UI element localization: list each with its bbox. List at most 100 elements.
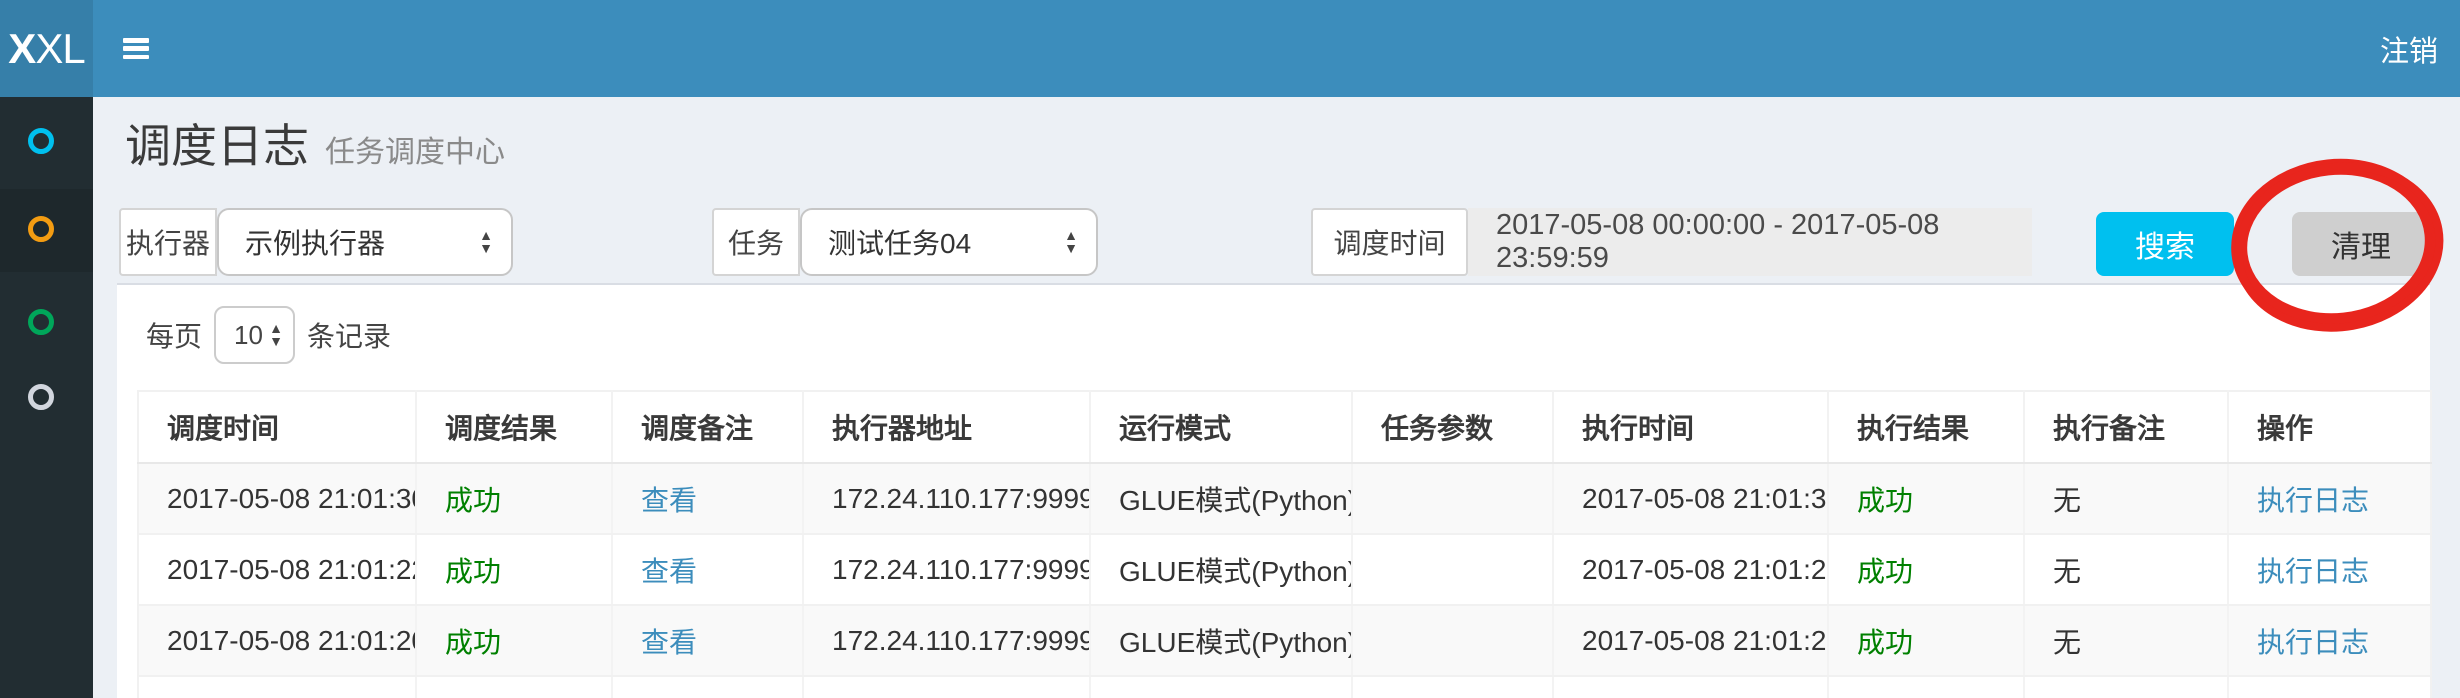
cell-handle_msg [2024, 676, 2229, 698]
app-logo[interactable]: X XL [0, 0, 93, 97]
job-filter-label: 任务 [712, 208, 800, 276]
job-select-value: 测试任务04 [828, 228, 972, 259]
cell-handle_msg: 无 [2024, 605, 2229, 677]
sidebar-menu-item-2[interactable] [0, 189, 93, 272]
execute-log-link[interactable]: 执行日志 [2257, 555, 2370, 587]
page-size-prefix: 每页 [146, 321, 203, 352]
cell-action: 执行日志 [2228, 463, 2431, 535]
executor-filter-label: 执行器 [119, 208, 217, 276]
circle-outline-icon [28, 216, 54, 242]
cell-trigger_msg: 查看 [612, 534, 804, 606]
cell-executor_address: 172.24.110.177:9999 [803, 605, 1091, 677]
page-title: 调度日志 [125, 120, 309, 172]
cell-handle_time: 2017-05-08 21:01:21 [1553, 605, 1829, 677]
cell-handle_result: 成功 [1828, 463, 2025, 535]
page-size-suffix: 条记录 [307, 321, 392, 352]
cell-trigger_time [138, 676, 417, 698]
cell-handle_result [1828, 676, 2025, 698]
cell-handle_result: 成功 [1828, 605, 2025, 677]
execute-log-link[interactable]: 执行日志 [2257, 484, 2370, 516]
column-header-0: 调度时间 [138, 391, 417, 464]
cell-trigger_msg: 查看 [612, 605, 804, 677]
executor-select-value: 示例执行器 [245, 228, 386, 259]
cell-trigger_time: 2017-05-08 21:01:20 [138, 605, 417, 677]
cell-action [2228, 676, 2431, 698]
circle-outline-icon [28, 309, 54, 335]
table-row [138, 676, 2431, 698]
table-row: 2017-05-08 21:01:30 成功 查看 172.24.110.177:99… [138, 463, 2431, 535]
circle-outline-icon [28, 384, 54, 410]
circle-outline-icon [28, 128, 54, 154]
cell-handle_time: 2017-05-08 21:01:22 [1553, 534, 1829, 606]
cell-executor_address [803, 676, 1091, 698]
cell-trigger_result: 成功 [416, 534, 613, 606]
cell-job_param [1352, 605, 1554, 677]
view-link[interactable]: 查看 [641, 484, 698, 516]
page-size-value: 10 [234, 319, 263, 350]
cell-handle_time: 2017-05-08 21:01:30 [1553, 463, 1829, 535]
column-header-8: 执行备注 [2024, 391, 2229, 464]
cell-trigger_time: 2017-05-08 21:01:30 [138, 463, 417, 535]
cell-executor_address: 172.24.110.177:9999 [803, 534, 1091, 606]
cell-trigger_result [416, 676, 613, 698]
page-size-control: 每页 10 条记录 [146, 305, 391, 365]
select-spinner-icon [1064, 229, 1078, 255]
trigger-time-range-input[interactable]: 2017-05-08 00:00:00 - 2017-05-08 23:59:5… [1468, 208, 2032, 276]
column-header-2: 调度备注 [612, 391, 804, 464]
cell-handle_msg: 无 [2024, 534, 2229, 606]
search-button[interactable]: 搜索 [2096, 212, 2234, 276]
sidebar-toggle-button[interactable] [123, 38, 149, 59]
cell-trigger_msg: 查看 [612, 463, 804, 535]
column-header-7: 执行结果 [1828, 391, 2025, 464]
page-header: 调度日志 任务调度中心 [125, 110, 505, 176]
column-header-9: 操作 [2228, 391, 2431, 464]
table-row: 2017-05-08 21:01:20 成功 查看 172.24.110.177:99… [138, 605, 2431, 677]
column-header-6: 执行时间 [1553, 391, 1829, 464]
cell-action: 执行日志 [2228, 534, 2431, 606]
cell-executor_address: 172.24.110.177:9999 [803, 463, 1091, 535]
cell-job_param [1352, 463, 1554, 535]
cell-handle_msg: 无 [2024, 463, 2229, 535]
page-subtitle: 任务调度中心 [325, 136, 505, 169]
cell-glue_type: GLUE模式(Python) [1090, 463, 1353, 535]
select-spinner-icon [479, 229, 493, 255]
page-size-select[interactable]: 10 [214, 306, 296, 364]
cell-trigger_time: 2017-05-08 21:01:22 [138, 534, 417, 606]
cell-trigger_result: 成功 [416, 463, 613, 535]
clear-button[interactable]: 清理 [2292, 212, 2430, 276]
cell-trigger_result: 成功 [416, 605, 613, 677]
top-navbar: X XL 注销 [0, 0, 2460, 97]
table-header-row: 调度时间 调度结果 调度备注 执行器地址 运行模式 任务参数 执行时间 执行结果 执行备注 操作 [138, 391, 2431, 464]
column-header-1: 调度结果 [416, 391, 613, 464]
cell-glue_type [1090, 676, 1353, 698]
cell-trigger_msg [612, 676, 804, 698]
column-header-3: 执行器地址 [803, 391, 1091, 464]
cell-handle_time [1553, 676, 1829, 698]
logout-link[interactable]: 注销 [2379, 35, 2438, 68]
logo-text-bold: X [8, 24, 36, 72]
cell-action: 执行日志 [2228, 605, 2431, 677]
logo-text-light: XL [35, 24, 85, 72]
cell-job_param [1352, 534, 1554, 606]
column-header-5: 任务参数 [1352, 391, 1554, 464]
cell-handle_result: 成功 [1828, 534, 2025, 606]
sidebar-menu-item-3[interactable] [0, 272, 93, 365]
select-spinner-icon [269, 322, 283, 348]
executor-select[interactable]: 示例执行器 [217, 208, 513, 276]
cell-glue_type: GLUE模式(Python) [1090, 605, 1353, 677]
execute-log-link[interactable]: 执行日志 [2257, 626, 2370, 658]
table-row: 2017-05-08 21:01:22 成功 查看 172.24.110.177:99… [138, 534, 2431, 606]
sidebar [0, 97, 93, 698]
cell-glue_type: GLUE模式(Python) [1090, 534, 1353, 606]
cell-job_param [1352, 676, 1554, 698]
sidebar-menu-item-1[interactable] [0, 97, 93, 189]
log-panel: 每页 10 条记录 调度时间调度结果调度备注执行器地址运行模式任务参数执行时间执… [117, 283, 2432, 698]
hamburger-icon [123, 38, 149, 43]
sidebar-menu-item-4[interactable] [0, 365, 93, 458]
job-select[interactable]: 测试任务04 [800, 208, 1098, 276]
trigger-time-filter-label: 调度时间 [1311, 208, 1468, 276]
view-link[interactable]: 查看 [641, 626, 698, 658]
column-header-4: 运行模式 [1090, 391, 1353, 464]
dispatch-log-table: 调度时间 调度结果 调度备注 执行器地址 运行模式 任务参数 执行时间 执行结果 执行备注 操作 … [137, 390, 2432, 698]
view-link[interactable]: 查看 [641, 555, 698, 587]
